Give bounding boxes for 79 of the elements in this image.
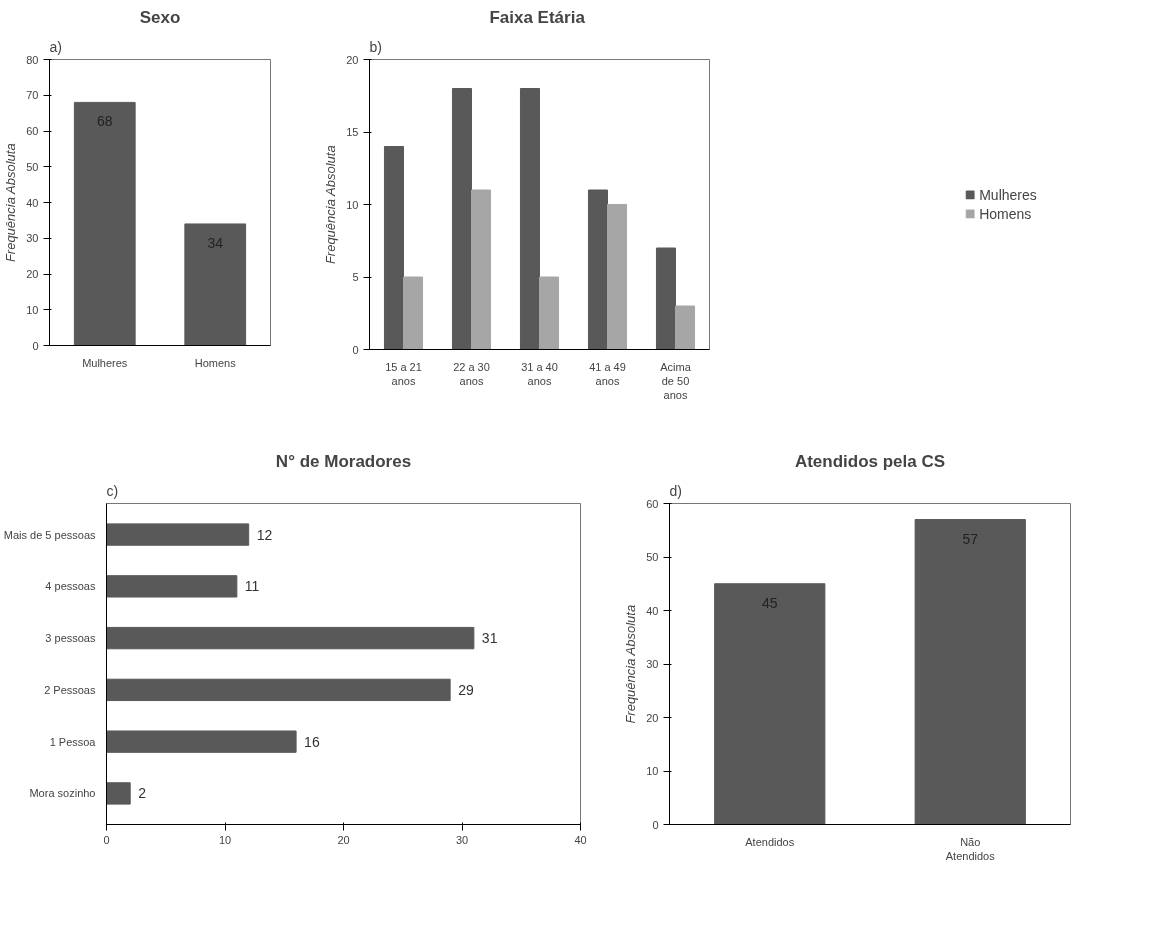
y-tick-label: 80 bbox=[26, 53, 39, 66]
y-tick-label: Mais de 5 pessoas bbox=[3, 528, 96, 541]
bar bbox=[675, 305, 696, 350]
legend-label: Homens bbox=[979, 205, 1032, 222]
x-tick-label: 10 bbox=[218, 833, 232, 846]
y-tick-label: 30 bbox=[646, 658, 659, 670]
text: b) bbox=[369, 38, 382, 55]
y-tick-label: 20 bbox=[26, 268, 39, 280]
chart-title: Atendidos pela CS bbox=[794, 451, 946, 471]
legend-label: Mulheres bbox=[979, 186, 1037, 203]
bar bbox=[587, 189, 608, 350]
x-tick-label: 15 a 21 anos bbox=[385, 360, 422, 387]
y-tick-label: 15 bbox=[346, 126, 359, 138]
y-tick-label: 30 bbox=[26, 232, 39, 245]
x-tick-label: 22 a 30 anos bbox=[453, 360, 490, 387]
data-label: 2 bbox=[138, 785, 147, 802]
bar bbox=[607, 204, 628, 350]
x-tick-label: Atendidos bbox=[745, 835, 795, 848]
chart-title: Faixa Etária bbox=[489, 7, 586, 27]
bar bbox=[106, 678, 451, 702]
y-tick-label: Mora sozinho bbox=[29, 787, 96, 800]
y-tick-label: 3 pessoas bbox=[45, 632, 96, 645]
bar bbox=[106, 575, 238, 598]
data-label: 11 bbox=[244, 578, 260, 595]
y-tick-label: 0 bbox=[352, 343, 359, 356]
data-label: 34 bbox=[207, 234, 224, 251]
y-axis-title: Frequência Absoluta bbox=[3, 143, 19, 263]
data-label: 16 bbox=[304, 733, 320, 750]
data-label: 68 bbox=[96, 113, 113, 130]
x-tick-label: 20 bbox=[337, 833, 350, 846]
y-tick-label: 50 bbox=[26, 160, 39, 173]
x-tick-label: 41 a 49 anos bbox=[589, 360, 626, 387]
y-tick-label: 10 bbox=[646, 765, 659, 777]
bar bbox=[655, 247, 676, 350]
x-tick-label: 31 a 40 anos bbox=[521, 360, 558, 387]
chart-title: Sexo bbox=[139, 7, 181, 27]
y-tick-label: 4 pessoas bbox=[45, 580, 96, 593]
y-tick-label: 60 bbox=[26, 125, 39, 137]
bar bbox=[403, 276, 424, 350]
y-axis-title: Frequência Absoluta bbox=[623, 604, 639, 724]
y-tick-label: 20 bbox=[346, 53, 359, 66]
x-tick-label: Não Atendidos bbox=[945, 835, 996, 862]
y-tick-label: 60 bbox=[646, 497, 659, 510]
y-tick-label: 0 bbox=[652, 818, 659, 831]
y-tick-label: 50 bbox=[646, 551, 659, 563]
y-tick-label: 5 bbox=[352, 271, 359, 283]
x-tick-label: 0 bbox=[103, 833, 110, 846]
bar bbox=[383, 146, 404, 350]
x-tick-label: Homens bbox=[194, 356, 237, 369]
data-label: 45 bbox=[761, 594, 778, 611]
y-axis-title: Frequência Absoluta bbox=[323, 145, 339, 265]
bar bbox=[539, 276, 560, 350]
text: c) bbox=[106, 482, 119, 499]
x-tick-label: Mulheres bbox=[82, 356, 128, 369]
bar bbox=[106, 523, 250, 546]
x-tick-label: 40 bbox=[574, 833, 587, 846]
bar bbox=[106, 782, 131, 805]
y-tick-label: 40 bbox=[646, 604, 659, 617]
bar bbox=[106, 730, 297, 753]
y-tick-label: 1 Pessoa bbox=[49, 735, 97, 748]
chart-title: N° de Moradores bbox=[275, 451, 412, 471]
data-label: 12 bbox=[256, 526, 273, 543]
text: a) bbox=[49, 38, 62, 55]
x-tick-label: 30 bbox=[455, 833, 469, 846]
y-tick-label: 2 Pessoas bbox=[44, 683, 96, 696]
x-tick-label: Acima de 50 anos bbox=[660, 360, 692, 402]
text: d) bbox=[669, 482, 682, 499]
bar bbox=[106, 626, 475, 650]
y-tick-label: 0 bbox=[32, 339, 39, 352]
y-tick-label: 40 bbox=[26, 196, 39, 209]
y-tick-label: 10 bbox=[346, 198, 359, 211]
bar bbox=[519, 88, 540, 350]
y-tick-label: 70 bbox=[26, 89, 39, 102]
data-label: 31 bbox=[481, 630, 498, 647]
data-label: 29 bbox=[458, 681, 474, 698]
y-tick-label: 10 bbox=[26, 303, 39, 316]
bar bbox=[451, 88, 472, 350]
y-tick-label: 20 bbox=[646, 711, 659, 724]
bar bbox=[471, 189, 492, 350]
